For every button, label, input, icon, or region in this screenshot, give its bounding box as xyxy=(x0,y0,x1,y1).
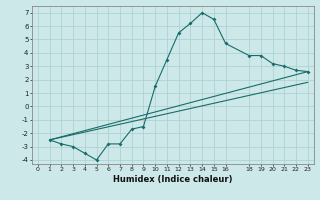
X-axis label: Humidex (Indice chaleur): Humidex (Indice chaleur) xyxy=(113,175,233,184)
